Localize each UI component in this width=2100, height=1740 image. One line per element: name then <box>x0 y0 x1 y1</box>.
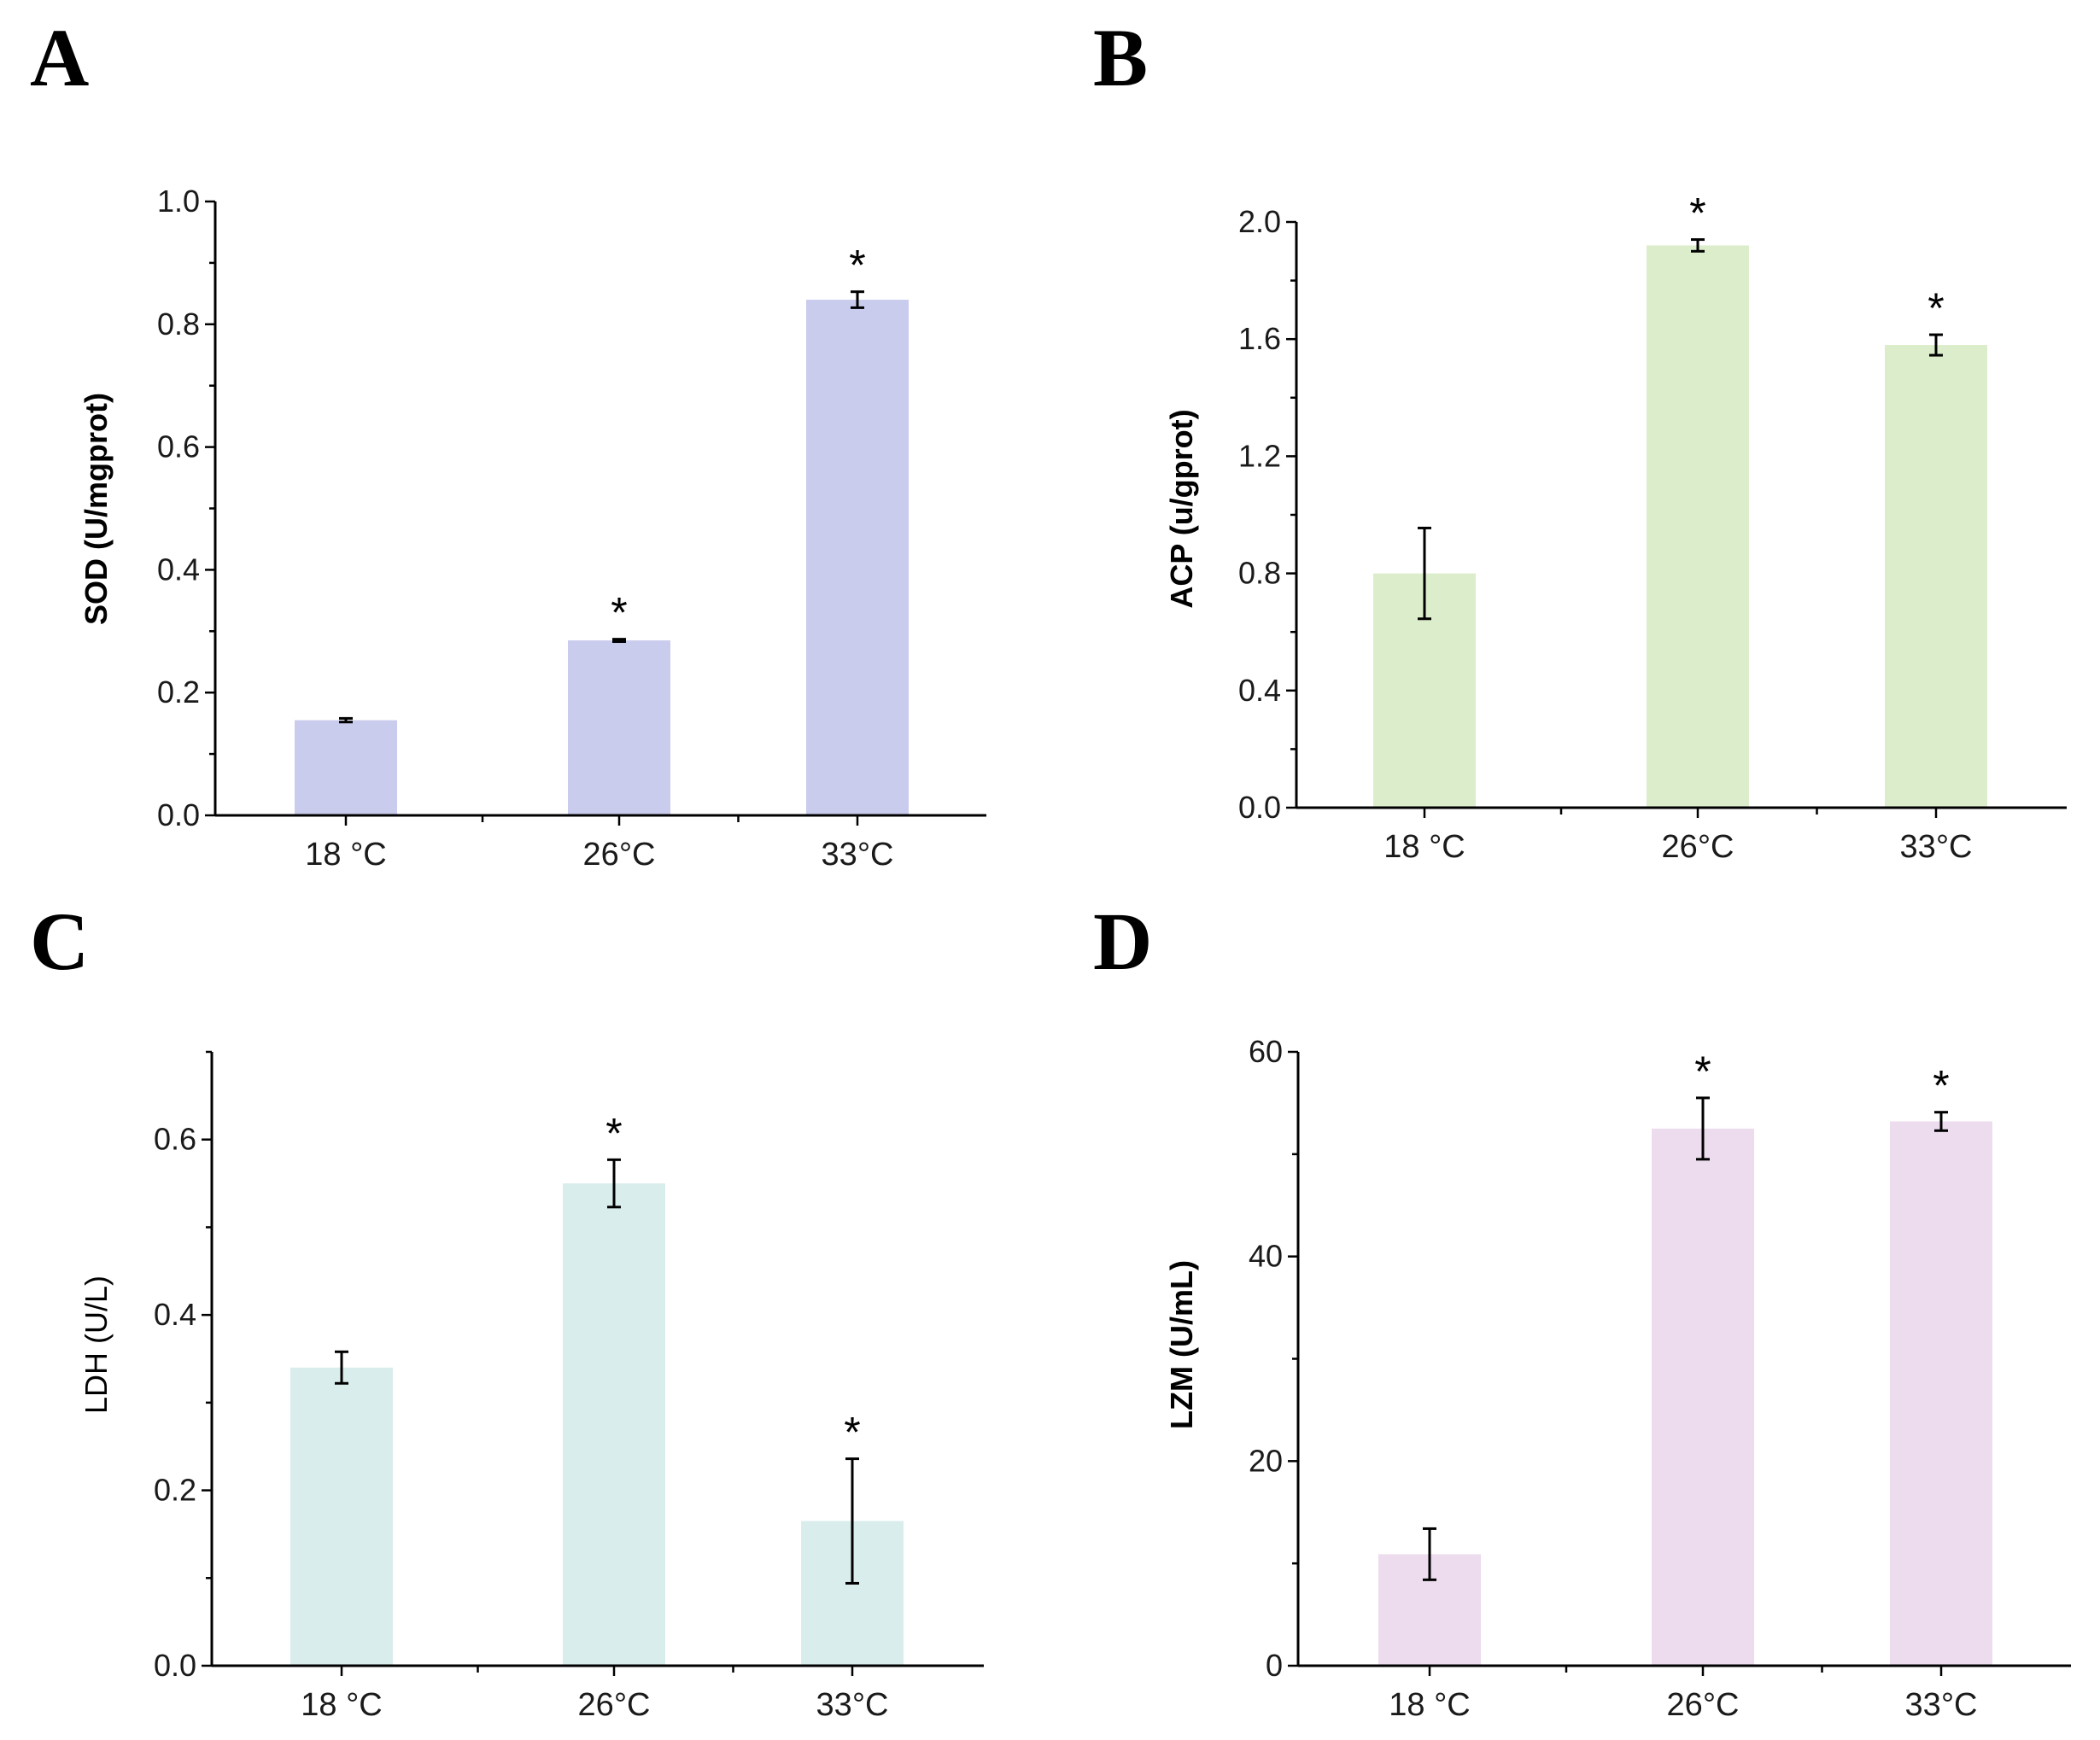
significance-marker: * <box>844 1409 860 1457</box>
error-bar <box>335 1350 348 1385</box>
y-tick-label: 0.4 <box>157 552 200 587</box>
bar <box>1647 245 1749 808</box>
x-tick-label: 33°C <box>822 837 894 873</box>
error-bar <box>1423 1527 1436 1581</box>
y-axis-title: ACP (u/gprot) <box>1164 409 1199 608</box>
error-bar <box>1418 526 1431 621</box>
panel-letter: D <box>1093 896 1152 987</box>
y-tick-label: 2.0 <box>1238 204 1281 239</box>
significance-marker: * <box>1694 1048 1711 1095</box>
x-tick-label: 33°C <box>1900 829 1973 865</box>
x-tick-label: 18 °C <box>301 1687 382 1723</box>
significance-marker: * <box>611 589 627 637</box>
x-tick-label: 33°C <box>1905 1687 1978 1723</box>
significance-marker: * <box>1689 190 1705 237</box>
y-tick-label: 0.2 <box>154 1473 196 1508</box>
panel-letter: B <box>1093 12 1148 103</box>
y-tick-label: 0.4 <box>1238 673 1281 708</box>
panel-letter: C <box>30 896 89 987</box>
y-tick-label: 0 <box>1266 1648 1283 1683</box>
y-tick-label: 0.0 <box>1238 790 1281 825</box>
x-tick-label: 26°C <box>1662 829 1734 865</box>
y-axis-title: LDH (U/L) <box>79 1276 114 1414</box>
bar <box>563 1183 665 1666</box>
error-bar <box>607 1158 621 1209</box>
y-tick-label: 1.2 <box>1238 438 1281 473</box>
x-tick-label: 18 °C <box>1383 829 1465 865</box>
panel-C: C * * 0.0 0.2 0.4 0.6 18 °C 26°C 33°C LDH (U/L) <box>30 896 984 1723</box>
significance-marker: * <box>1933 1062 1949 1110</box>
error-bar <box>1696 1096 1710 1161</box>
y-tick-label: 0.0 <box>154 1648 196 1683</box>
error-bar <box>851 290 864 309</box>
significance-marker: * <box>1927 284 1944 332</box>
x-tick-label: 18 °C <box>1389 1687 1470 1723</box>
bar <box>295 720 397 815</box>
error-bar <box>339 716 353 724</box>
y-tick-label: 1.0 <box>157 184 200 219</box>
y-tick-label: 20 <box>1249 1443 1283 1478</box>
y-axis-title: SOD (U/mgprot) <box>79 393 114 625</box>
y-tick-label: 0.6 <box>157 429 200 464</box>
y-tick-label: 0.8 <box>157 307 200 342</box>
panel-A: A * * 0.0 0.2 0.4 0.6 0.8 1.0 18 °C 26°C 33°C SOD (U… <box>30 12 986 873</box>
x-tick-label: 26°C <box>1667 1687 1740 1723</box>
y-axis-title: LZM (U/mL) <box>1164 1260 1199 1429</box>
error-bar <box>1691 238 1705 253</box>
bar <box>1652 1128 1754 1666</box>
bar <box>1890 1121 1992 1666</box>
bar <box>1885 345 1987 808</box>
y-tick-label: 1.6 <box>1238 321 1281 356</box>
y-tick-label: 0.0 <box>157 797 200 832</box>
panel-B: B * * 0.0 0.4 0.8 1.2 1.6 2.0 18 °C 26°C 33°C ACP (u… <box>1093 12 2067 865</box>
significance-marker: * <box>849 242 865 289</box>
error-bar <box>612 638 626 644</box>
bar <box>568 640 670 815</box>
x-tick-label: 26°C <box>583 837 656 873</box>
y-tick-label: 40 <box>1249 1239 1283 1274</box>
error-bar <box>845 1457 859 1585</box>
bar <box>806 300 909 815</box>
x-tick-label: 33°C <box>816 1687 889 1723</box>
y-tick-label: 0.4 <box>154 1297 196 1332</box>
error-bar <box>1929 333 1943 357</box>
error-bar <box>1934 1111 1948 1132</box>
panel-letter: A <box>30 12 89 103</box>
y-tick-label: 60 <box>1249 1034 1283 1069</box>
y-tick-label: 0.8 <box>1238 556 1281 591</box>
x-tick-label: 18 °C <box>305 837 386 873</box>
x-tick-label: 26°C <box>578 1687 651 1723</box>
y-tick-label: 0.2 <box>157 674 200 709</box>
bar <box>290 1367 393 1666</box>
panel-D: D * * 0 20 40 60 18 °C 26°C 33°C LZM (U/mL) <box>1093 896 2071 1723</box>
y-tick-label: 0.6 <box>154 1122 196 1157</box>
significance-marker: * <box>605 1109 622 1157</box>
